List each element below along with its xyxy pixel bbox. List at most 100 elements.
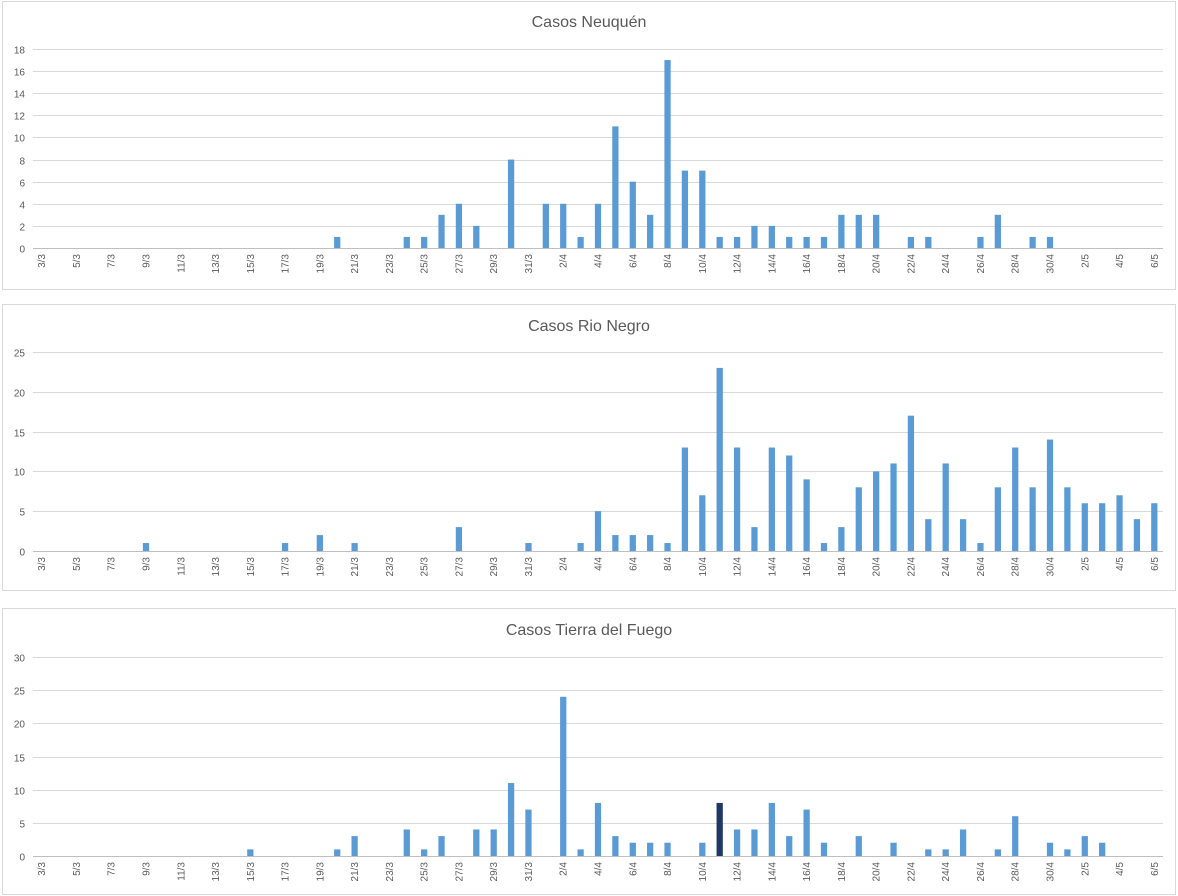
x-tick-label: 28/4: [1011, 862, 1022, 882]
bar-13-4: [751, 829, 758, 856]
bar-3-5: [1099, 842, 1106, 856]
x-tick-label: 11/3: [176, 862, 187, 881]
x-tick-label: 17/3: [281, 254, 292, 274]
bar-3-4: [577, 236, 584, 248]
bar-12-4: [733, 447, 741, 551]
y-tick-label: 5: [19, 508, 25, 519]
bar-5-4: [612, 836, 619, 856]
x-tick-label: 10/4: [698, 254, 709, 274]
x-tick-label: 3/3: [37, 254, 48, 268]
x-tick-label: 14/4: [767, 557, 778, 577]
bar-9-4: [681, 170, 689, 248]
x-tick-label: 9/3: [142, 862, 153, 876]
bar-26-3: [438, 836, 445, 856]
x-tick-label: 2/4: [559, 254, 570, 268]
chart-panel-tierra-del-fuego: Casos Tierra del Fuego 0 5 10 15 20 25 30 3/3 5/…: [2, 608, 1176, 895]
bar-15-4: [786, 836, 793, 856]
x-tick-label: 3/3: [37, 557, 48, 571]
bar-10-4: [699, 170, 706, 248]
bar-30-4: [1046, 236, 1054, 248]
y-tick-label: 30: [14, 654, 26, 665]
bar-4-5: [1116, 495, 1123, 551]
x-tick-label: 4/5: [1115, 557, 1126, 571]
bar-20-3: [334, 849, 341, 856]
x-tick-label: 14/4: [767, 862, 778, 882]
x-tick-label: 7/3: [107, 254, 118, 268]
x-tick-label: 10/4: [698, 862, 709, 882]
x-tick-label: 23/3: [385, 862, 396, 882]
x-tick-label: 4/4: [594, 254, 605, 268]
x-tick-label: 24/4: [941, 254, 952, 274]
x-tick-label: 13/3: [211, 862, 222, 882]
y-tick-label: 15: [14, 754, 26, 765]
x-tick-label: 15/3: [246, 862, 257, 882]
bar-6-4: [629, 181, 636, 248]
x-tick-label: 4/4: [594, 557, 605, 571]
x-tick-label: 19/3: [315, 557, 326, 577]
bar-chart-neuquen: 0 2 4 6 8 10 12 14 16 18 3/3 5/3 7/3 9/3 11/3 13/3 15/3 1…: [14, 46, 1163, 274]
bar-chart-rio-negro: 0 5 10 15 20 25 3/3 5/3 7/3 9/3 11/3 13/3 15/3 17/3 19…: [14, 349, 1163, 577]
y-tick-label: 14: [14, 90, 26, 101]
x-tick-label: 26/4: [976, 862, 987, 882]
bar-16-4: [803, 809, 810, 856]
y-tick-label: 25: [14, 349, 26, 360]
bar-12-4: [733, 829, 741, 856]
bar-2-5: [1081, 503, 1088, 551]
x-tick-label: 12/4: [733, 254, 744, 274]
bar-11-4: [716, 236, 723, 248]
x-tick-label: 21/3: [350, 862, 361, 882]
x-tick-label: 20/4: [872, 557, 883, 577]
x-tick-label: 11/3: [176, 557, 187, 576]
bar-5-4: [612, 126, 619, 248]
bar-24-3: [403, 829, 410, 856]
bar-2-4: [560, 696, 567, 856]
x-tick-label: 27/3: [454, 254, 465, 274]
x-tick-label: 22/4: [906, 557, 917, 577]
x-tick-label: 27/3: [454, 862, 465, 882]
bar-4-4: [594, 511, 602, 551]
x-tick-label: 2/4: [559, 862, 570, 876]
bar-3-4: [577, 849, 584, 856]
bar-27-4: [994, 487, 1001, 551]
x-tick-label: 26/4: [976, 254, 987, 274]
bar-17-4: [820, 236, 828, 248]
bar-1-5: [1064, 849, 1071, 856]
bar-27-4: [994, 849, 1001, 856]
bar-26-4: [977, 543, 984, 551]
x-tick-label: 18/4: [837, 254, 848, 274]
bar-5-5: [1133, 519, 1141, 551]
x-tick-label: 20/4: [872, 254, 883, 274]
chart-panel-neuquen: Casos Neuquén 0 2 4 6 8 10 12 14 16 18 3/3 5/3 7/3 9/…: [2, 1, 1176, 290]
bar-23-4: [925, 236, 932, 248]
y-tick-label: 25: [14, 687, 26, 698]
bar-26-4: [977, 236, 984, 248]
bar-20-3: [334, 236, 341, 248]
bar-1-5: [1064, 487, 1071, 551]
x-tick-label: 5/3: [72, 254, 83, 268]
bar-28-3: [473, 829, 480, 856]
chart-panel-rio-negro: Casos Rio Negro 0 5 10 15 20 25 3/3 5/3 7/3 9/3 11…: [2, 304, 1176, 591]
bar-21-3: [351, 543, 358, 551]
y-tick-label: 6: [19, 179, 25, 190]
bar-3-4: [577, 543, 584, 551]
x-tick-label: 31/3: [524, 557, 535, 577]
bar-25-4: [959, 519, 967, 551]
bar-31-3: [525, 543, 532, 551]
x-tick-label: 25/3: [420, 557, 431, 577]
x-tick-label: 21/3: [350, 254, 361, 274]
bar-25-3: [421, 236, 428, 248]
bar-6-5: [1151, 503, 1158, 551]
x-tick-label: 3/3: [37, 862, 48, 876]
bar-4-4: [594, 802, 602, 856]
x-tick-label: 30/4: [1046, 557, 1057, 577]
bar-16-4: [803, 479, 810, 551]
x-tick-label: 29/3: [489, 254, 500, 274]
bar-5-4: [612, 535, 619, 551]
y-tick-label: 0: [19, 853, 25, 864]
x-tick-label: 4/5: [1115, 862, 1126, 876]
x-tick-label: 12/4: [733, 557, 744, 577]
bar-1-4: [542, 203, 549, 248]
bar-23-4: [925, 519, 932, 551]
y-tick-label: 5: [19, 820, 25, 831]
bar-2-4: [560, 203, 567, 248]
